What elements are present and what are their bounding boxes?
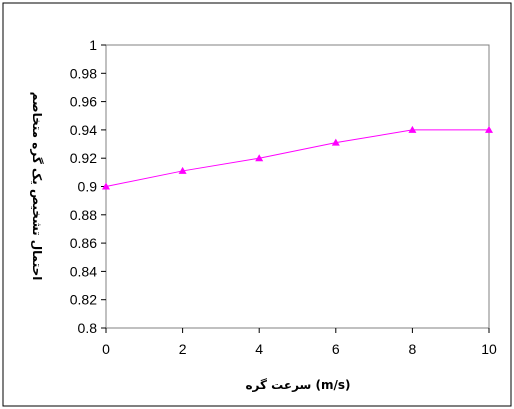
y-axis: 0.8 0.82 0.84 0.86 0.88 0.9 0.92 0.94 0.96 0.98 1 [70, 37, 106, 336]
x-tick-label: 8 [409, 341, 417, 357]
x-tick-label: 2 [179, 341, 187, 357]
y-tick-label: 0.8 [78, 320, 98, 336]
y-tick-label: 0.96 [70, 94, 97, 110]
data-point [102, 182, 110, 190]
x-axis-title: سرعت گره (m/s) [245, 378, 350, 392]
y-tick-label: 0.9 [78, 179, 98, 195]
y-tick-label: 0.88 [70, 207, 97, 223]
x-axis: 0 2 4 6 8 10 [102, 328, 497, 357]
series-line [105, 129, 489, 187]
x-tick-label: 0 [102, 341, 110, 357]
y-axis-title: احتمال تشخیص یک گره متخاصم [30, 92, 44, 281]
data-point [255, 154, 264, 162]
y-tick-label: 0.92 [70, 150, 97, 166]
x-tick-label: 4 [255, 341, 263, 357]
y-tick-label: 0.82 [70, 292, 97, 308]
data-point [331, 138, 340, 146]
x-tick-label: 6 [332, 341, 340, 357]
data-point [178, 166, 187, 174]
series-group [102, 125, 493, 190]
data-point [485, 125, 493, 133]
y-tick-label: 0.94 [70, 122, 97, 138]
plot-area [105, 44, 490, 329]
y-tick-label: 0.98 [70, 65, 97, 81]
y-tick-label: 0.84 [70, 263, 97, 279]
data-point [408, 125, 417, 133]
y-tick-label: 1 [89, 37, 97, 53]
x-tick-label: 10 [481, 341, 497, 357]
y-tick-label: 0.86 [70, 235, 97, 251]
